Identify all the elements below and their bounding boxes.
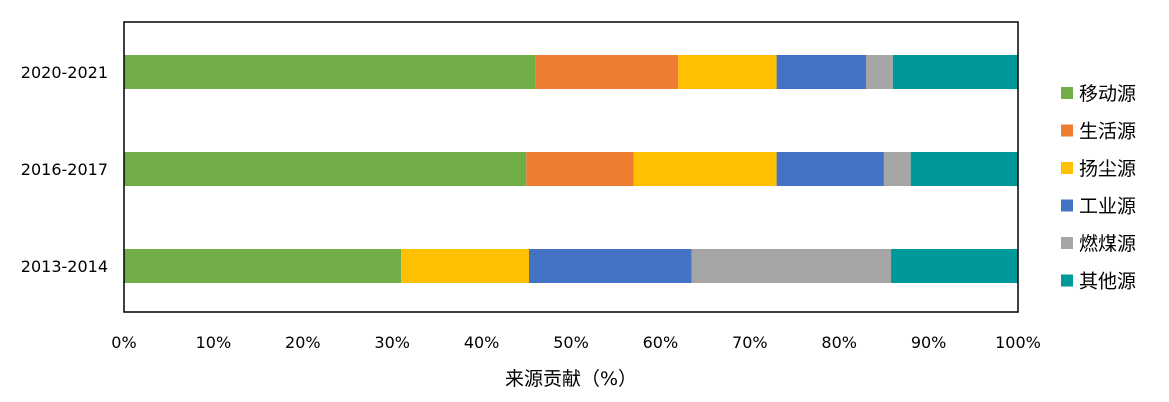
- bar-segment-0-1: [535, 55, 679, 89]
- legend-swatch-5: [1061, 274, 1073, 287]
- bar-segment-2-2: [401, 249, 529, 283]
- x-tick-label-3: 30%: [374, 333, 410, 352]
- legend-label-5: 其他源: [1079, 271, 1136, 293]
- bar-segment-1-2: [633, 152, 777, 186]
- legend-label-3: 工业源: [1079, 196, 1136, 218]
- x-tick-labels: 0% 10% 20% 30% 40% 50% 60% 70% 80% 90% 100%: [111, 333, 1041, 352]
- legend-item-4: 燃煤源: [1061, 233, 1136, 255]
- bar-segment-0-3: [776, 55, 867, 89]
- category-label-0: 2020-2021: [21, 63, 108, 82]
- x-tick-label-0: 0%: [111, 333, 136, 352]
- x-tick-label-5: 50%: [553, 333, 589, 352]
- legend-label-0: 移动源: [1079, 83, 1136, 105]
- legend-item-3: 工业源: [1061, 196, 1136, 218]
- x-tick-label-2: 20%: [285, 333, 321, 352]
- legend-swatch-4: [1061, 237, 1073, 249]
- bar-segment-0-5: [892, 55, 1018, 89]
- legend-label-2: 扬尘源: [1079, 158, 1136, 180]
- legend-item-5: 其他源: [1061, 271, 1136, 293]
- legend-swatch-3: [1061, 199, 1073, 212]
- bar-segment-1-4: [883, 152, 911, 186]
- legend-label-4: 燃煤源: [1079, 233, 1136, 255]
- category-label-2: 2013-2014: [21, 257, 108, 276]
- plot-frame: [123, 21, 1019, 313]
- x-tick-label-9: 90%: [911, 333, 947, 352]
- bar-segment-1-5: [910, 152, 1018, 186]
- x-tick-label-6: 60%: [643, 333, 679, 352]
- bar-segment-2-3: [528, 249, 692, 283]
- bar-segment-2-5: [891, 249, 1018, 283]
- bar-segment-0-4: [866, 55, 893, 89]
- bar-segment-2-0: [124, 249, 402, 283]
- bar-segment-1-3: [776, 152, 884, 186]
- legend-label-1: 生活源: [1079, 121, 1136, 143]
- category-labels: 2020-2021 2016-2017 2013-2014: [21, 63, 108, 276]
- legend-swatch-0: [1061, 87, 1073, 99]
- bar-segment-0-0: [124, 55, 536, 89]
- legend-swatch-2: [1061, 162, 1073, 174]
- legend-swatch-1: [1061, 124, 1073, 137]
- bar-segment-1-1: [526, 152, 634, 186]
- x-tick-label-4: 40%: [464, 333, 500, 352]
- bars-group: [124, 55, 1018, 283]
- x-tick-label-7: 70%: [732, 333, 768, 352]
- bar-segment-1-0: [124, 152, 527, 186]
- x-tick-label-8: 80%: [821, 333, 857, 352]
- bar-segment-0-2: [678, 55, 777, 89]
- x-tick-label-10: 100%: [995, 333, 1041, 352]
- legend-item-2: 扬尘源: [1061, 158, 1136, 180]
- bar-segment-2-4: [691, 249, 892, 283]
- x-tick-label-1: 10%: [196, 333, 232, 352]
- legend-item-0: 移动源: [1061, 83, 1136, 105]
- category-label-1: 2016-2017: [21, 160, 108, 179]
- legend-item-1: 生活源: [1061, 121, 1136, 143]
- x-axis-title: 来源贡献（%）: [505, 368, 637, 390]
